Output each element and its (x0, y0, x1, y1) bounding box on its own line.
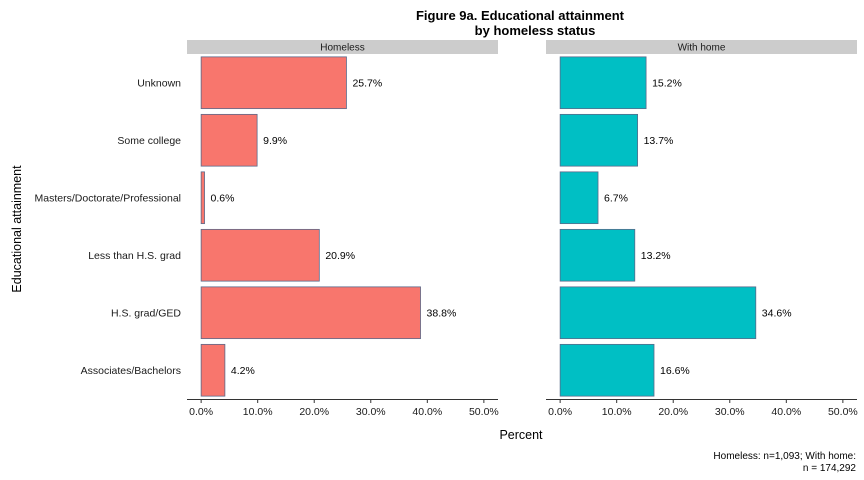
bar-homeless-masters-doctorate-professional (200, 171, 205, 225)
bar-homeless-unknown (200, 56, 347, 110)
data-label-with-home-unknown: 15.2% (652, 77, 682, 89)
x-tick-label-homeless-1: 10.0% (243, 406, 273, 418)
data-label-with-home-masters-doctorate-professional: 6.7% (604, 192, 628, 204)
bar-homeless-associates-bachelors (200, 343, 226, 397)
category-label-some-college: Some college (117, 135, 181, 147)
data-label-with-home-h-s-grad-ged: 34.6% (762, 307, 792, 319)
x-tick-label-with-home-2: 20.0% (658, 406, 688, 418)
x-tick-label-homeless-3: 30.0% (356, 406, 386, 418)
x-axis-title: Percent (499, 428, 543, 442)
category-label-less-than-h-s-grad: Less than H.S. grad (88, 250, 181, 262)
chart-title-line2: by homeless status (475, 23, 596, 38)
bar-with-home-unknown (559, 56, 647, 110)
data-label-homeless-masters-doctorate-professional: 0.6% (211, 192, 235, 204)
caption-line1: Homeless: n=1,093; With home: (713, 451, 856, 462)
data-label-with-home-less-than-h-s-grad: 13.2% (641, 250, 671, 262)
bar-homeless-less-than-h-s-grad (200, 228, 320, 282)
data-label-homeless-some-college: 9.9% (263, 135, 287, 147)
data-label-with-home-some-college: 13.7% (644, 135, 674, 147)
chart-marks: Unknown Some college Masters/Doctorate/Pro… (35, 40, 858, 418)
y-axis-title: Educational attainment (10, 165, 24, 293)
panel-strip-label-homeless: Homeless (320, 43, 364, 54)
x-tick-label-homeless-5: 50.0% (469, 406, 499, 418)
data-label-with-home-associates-bachelors: 16.6% (660, 365, 690, 377)
category-label-h-s-grad-ged: H.S. grad/GED (111, 307, 181, 319)
x-tick-label-homeless-0: 0.0% (189, 406, 213, 418)
category-label-unknown: Unknown (137, 77, 181, 89)
x-tick-label-homeless-2: 20.0% (299, 406, 329, 418)
bar-homeless-h-s-grad-ged (200, 286, 421, 340)
data-label-homeless-h-s-grad-ged: 38.8% (427, 307, 457, 319)
panel-strip-homeless (187, 40, 498, 54)
bar-with-home-h-s-grad-ged (559, 286, 757, 340)
category-label-masters-doctorate-professional: Masters/Doctorate/Professional (35, 192, 181, 204)
bar-with-home-some-college (559, 113, 639, 167)
panel-strip-label-with-home: With home (678, 43, 726, 54)
x-tick-label-homeless-4: 40.0% (412, 406, 442, 418)
bar-with-home-less-than-h-s-grad (559, 228, 636, 282)
data-label-homeless-less-than-h-s-grad: 20.9% (325, 250, 355, 262)
x-tick-label-with-home-0: 0.0% (548, 406, 572, 418)
caption-line2: n = 174,292 (803, 463, 857, 474)
bar-with-home-associates-bachelors (559, 343, 655, 397)
data-label-homeless-associates-bachelors: 4.2% (231, 365, 255, 377)
data-label-homeless-unknown: 25.7% (352, 77, 382, 89)
x-tick-label-with-home-1: 10.0% (602, 406, 632, 418)
panel-strip-with-home (546, 40, 857, 54)
chart-title-line1: Figure 9a. Educational attainment (416, 8, 625, 23)
bar-homeless-some-college (200, 113, 258, 167)
x-tick-label-with-home-3: 30.0% (715, 406, 745, 418)
bar-with-home-masters-doctorate-professional (559, 171, 599, 225)
x-tick-label-with-home-5: 50.0% (828, 406, 858, 418)
x-tick-label-with-home-4: 40.0% (771, 406, 801, 418)
category-label-associates-bachelors: Associates/Bachelors (81, 365, 181, 377)
